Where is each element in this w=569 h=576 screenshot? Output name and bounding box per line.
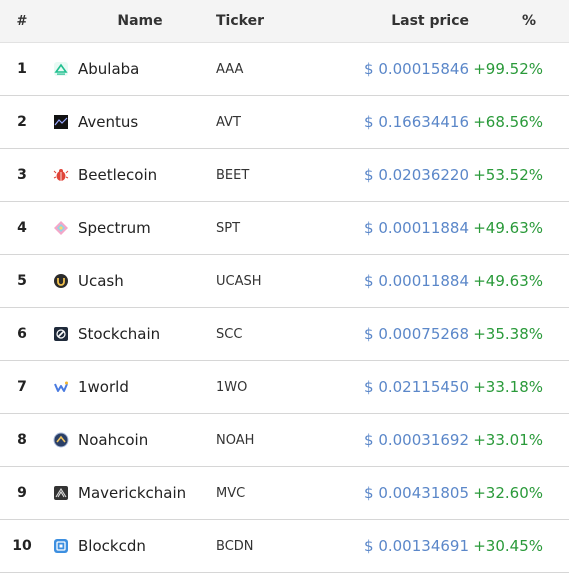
- row-rank: 9: [17, 485, 27, 501]
- row-price: $ 0.00015846: [364, 60, 469, 78]
- row-ticker: 1WO: [216, 379, 248, 395]
- row-ticker: SPT: [216, 220, 241, 236]
- row-ticker: BCDN: [216, 538, 254, 554]
- table-row[interactable]: 1 Abulaba AAA $ 0.00015846 +99.52%: [0, 43, 569, 96]
- row-change: +30.45%: [473, 537, 543, 555]
- row-rank: 10: [12, 538, 32, 554]
- row-change: +33.18%: [473, 378, 543, 396]
- row-ticker: BEET: [216, 167, 250, 183]
- row-name[interactable]: Blockcdn: [78, 537, 146, 555]
- header-name[interactable]: Name: [117, 13, 163, 29]
- maverickchain-icon: [44, 485, 78, 501]
- table-row[interactable]: 4 Spectrum SPT $ 0.00011884 +49.63%: [0, 202, 569, 255]
- row-name[interactable]: Abulaba: [78, 60, 140, 78]
- aventus-icon: [44, 114, 78, 130]
- row-rank: 6: [17, 326, 27, 342]
- row-name[interactable]: Noahcoin: [78, 431, 149, 449]
- header-percent[interactable]: %: [521, 13, 537, 29]
- abulaba-icon: [44, 61, 78, 77]
- row-ticker: MVC: [216, 485, 246, 501]
- header-ticker[interactable]: Ticker: [216, 13, 264, 29]
- row-ticker: UCASH: [216, 273, 262, 289]
- stockchain-icon: [44, 326, 78, 342]
- row-rank: 7: [17, 379, 27, 395]
- table-row[interactable]: 7 1world 1WO $ 0.02115450 +33.18%: [0, 361, 569, 414]
- row-price: $ 0.00431805: [364, 484, 469, 502]
- row-price: $ 0.02115450: [364, 378, 469, 396]
- row-price: $ 0.16634416: [364, 113, 469, 131]
- table-row[interactable]: 5 Ucash UCASH $ 0.00011884 +49.63%: [0, 255, 569, 308]
- noahcoin-icon: [44, 432, 78, 448]
- row-change: +33.01%: [473, 431, 543, 449]
- row-price: $ 0.00011884: [364, 219, 469, 237]
- row-ticker: SCC: [216, 326, 243, 342]
- row-price: $ 0.00134691: [364, 537, 469, 555]
- row-name[interactable]: Ucash: [78, 272, 124, 290]
- table-header: # Name Ticker Last price %: [0, 0, 569, 43]
- row-price: $ 0.02036220: [364, 166, 469, 184]
- row-change: +99.52%: [473, 60, 543, 78]
- row-price: $ 0.00011884: [364, 272, 469, 290]
- row-price: $ 0.00075268: [364, 325, 469, 343]
- 1world-icon: [44, 379, 78, 395]
- table-row[interactable]: 3 Beetlecoin BEET $ 0.02036220 +53.52%: [0, 149, 569, 202]
- blockcdn-icon: [44, 538, 78, 554]
- row-rank: 1: [17, 61, 27, 77]
- table-row[interactable]: 9 Maverickchain MVC $ 0.00431805 +32.60%: [0, 467, 569, 520]
- table-row[interactable]: 10 Blockcdn BCDN $ 0.00134691 +30.45%: [0, 520, 569, 573]
- row-name[interactable]: Aventus: [78, 113, 139, 131]
- beetlecoin-icon: [44, 167, 78, 183]
- row-ticker: NOAH: [216, 432, 255, 448]
- row-ticker: AAA: [216, 61, 244, 77]
- row-change: +53.52%: [473, 166, 543, 184]
- header-last-price[interactable]: Last price: [391, 13, 469, 29]
- ucash-icon: [44, 273, 78, 289]
- row-change: +49.63%: [473, 219, 543, 237]
- row-rank: 3: [17, 167, 27, 183]
- row-change: +68.56%: [473, 113, 543, 131]
- row-change: +49.63%: [473, 272, 543, 290]
- header-rank: #: [16, 13, 28, 29]
- row-name[interactable]: Spectrum: [78, 219, 151, 237]
- row-rank: 8: [17, 432, 27, 448]
- table-row[interactable]: 6 Stockchain SCC $ 0.00075268 +35.38%: [0, 308, 569, 361]
- row-change: +32.60%: [473, 484, 543, 502]
- row-name[interactable]: Beetlecoin: [78, 166, 158, 184]
- row-name[interactable]: 1world: [78, 378, 129, 396]
- table-row[interactable]: 2 Aventus AVT $ 0.16634416 +68.56%: [0, 96, 569, 149]
- row-rank: 5: [17, 273, 27, 289]
- row-ticker: AVT: [216, 114, 241, 130]
- spectrum-icon: [44, 220, 78, 236]
- row-change: +35.38%: [473, 325, 543, 343]
- row-rank: 2: [17, 114, 27, 130]
- row-rank: 4: [17, 220, 27, 236]
- table-row[interactable]: 8 Noahcoin NOAH $ 0.00031692 +33.01%: [0, 414, 569, 467]
- row-price: $ 0.00031692: [364, 431, 469, 449]
- row-name[interactable]: Stockchain: [78, 325, 161, 343]
- row-name[interactable]: Maverickchain: [78, 484, 187, 502]
